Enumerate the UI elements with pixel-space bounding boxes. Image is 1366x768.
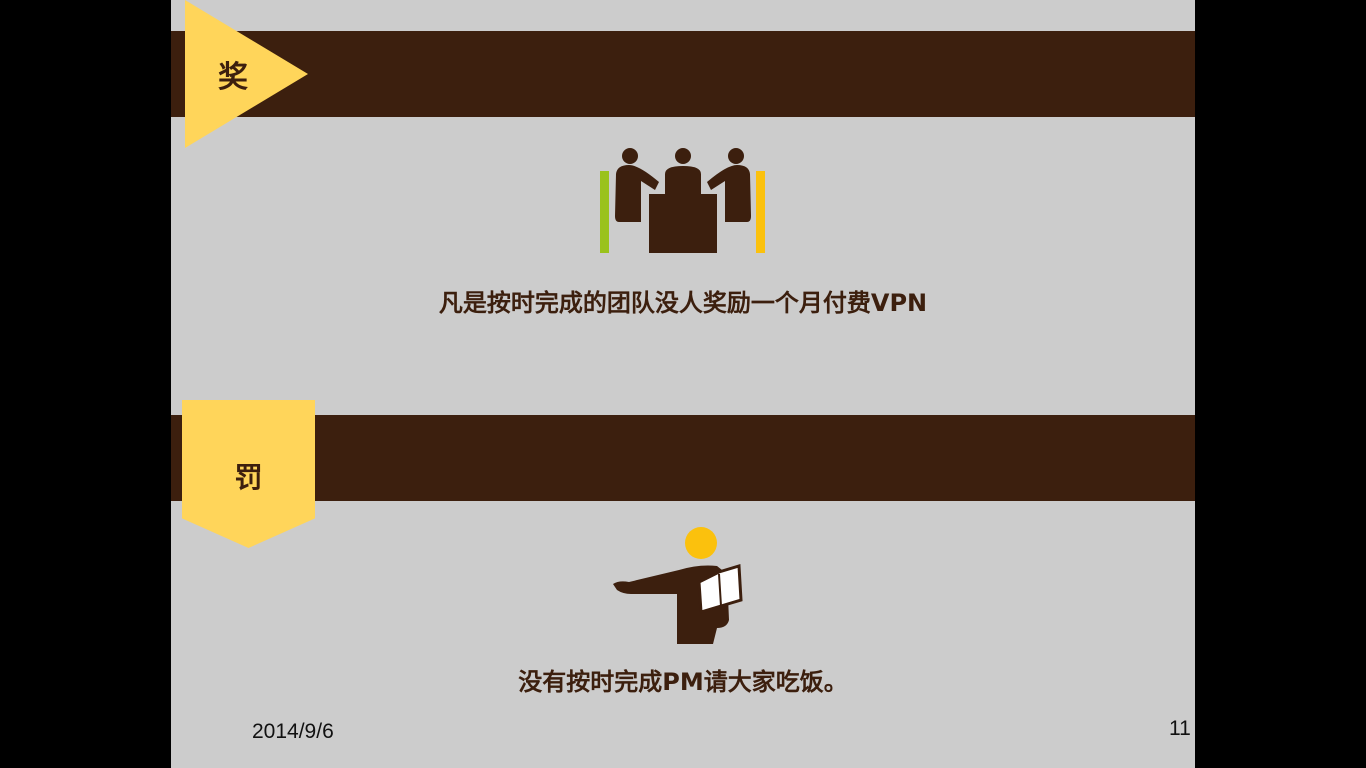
- reward-header-band: [171, 31, 1195, 117]
- slide-page-number: 11: [1169, 717, 1191, 740]
- reward-tag: 奖: [185, 0, 308, 148]
- punishment-header-band: [171, 415, 1195, 501]
- team-meeting-icon: [600, 148, 765, 253]
- slide: 奖 凡是按时完成的团队没人奖励一个月付费VPN 罚 没有按时完成PM请大家吃饭。…: [171, 0, 1195, 768]
- punishment-tag-label: 罚: [234, 461, 263, 494]
- punishment-description: 没有按时完成PM请大家吃饭。: [518, 668, 848, 696]
- reward-tag-label: 奖: [218, 60, 248, 95]
- slide-date: 2014/9/6: [252, 720, 334, 743]
- presenter-icon: [613, 527, 743, 644]
- reward-description: 凡是按时完成的团队没人奖励一个月付费VPN: [438, 289, 928, 317]
- punishment-tag: 罚: [182, 400, 315, 548]
